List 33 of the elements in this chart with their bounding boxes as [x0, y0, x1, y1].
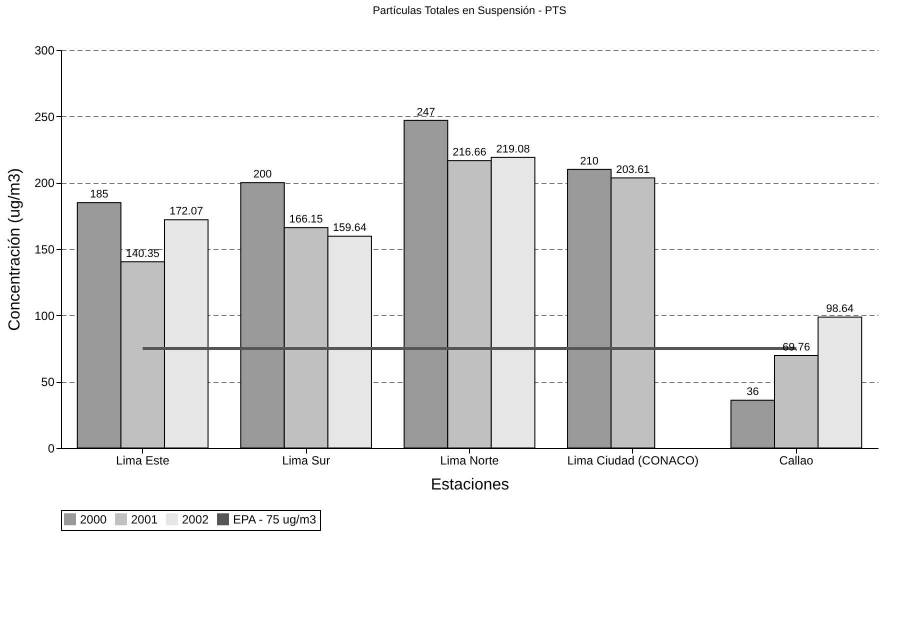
- y-tick-label: 300: [34, 44, 55, 58]
- data-label: 172.07: [169, 206, 204, 218]
- y-tick-label: 150: [34, 242, 55, 256]
- x-tick-label: Lima Este: [116, 454, 170, 468]
- data-label: 247: [416, 106, 436, 118]
- data-label: 166.15: [289, 214, 323, 226]
- x-axis-title: Estaciones: [430, 476, 510, 494]
- x-tick-label: Callao: [779, 454, 814, 468]
- x-tick-label: Lima Norte: [440, 454, 500, 468]
- chart-title: Partículas Totales en Suspensión - PTS: [372, 5, 566, 17]
- legend-label: 2002: [182, 512, 210, 526]
- data-label: 159.64: [332, 222, 366, 234]
- data-label: 69.76: [782, 341, 810, 354]
- data-label: 203.61: [616, 164, 650, 176]
- data-label: 36: [746, 386, 759, 398]
- data-label: 98.64: [826, 303, 854, 316]
- data-label: 219.08: [496, 143, 530, 156]
- legend-label: EPA - 75 ug/m3: [233, 512, 316, 526]
- y-tick-label: 250: [34, 110, 55, 124]
- y-tick-label: 50: [41, 375, 55, 390]
- y-tick-label: 100: [34, 308, 55, 323]
- data-label: 216.66: [452, 146, 486, 159]
- x-tick-label: Lima Ciudad (CONACO): [567, 454, 699, 468]
- y-axis-title: Concentración (ug/m3): [6, 168, 24, 331]
- legend-label: 2001: [131, 512, 158, 526]
- data-label: 200: [253, 168, 272, 181]
- data-label: 185: [90, 188, 108, 201]
- y-tick-label: 0: [48, 442, 55, 456]
- y-tick-label: 200: [34, 176, 55, 190]
- data-label: 210: [580, 155, 599, 168]
- x-tick-label: Lima Sur: [282, 454, 330, 468]
- data-label: 140.35: [126, 248, 160, 260]
- legend-label: 2000: [80, 512, 108, 526]
